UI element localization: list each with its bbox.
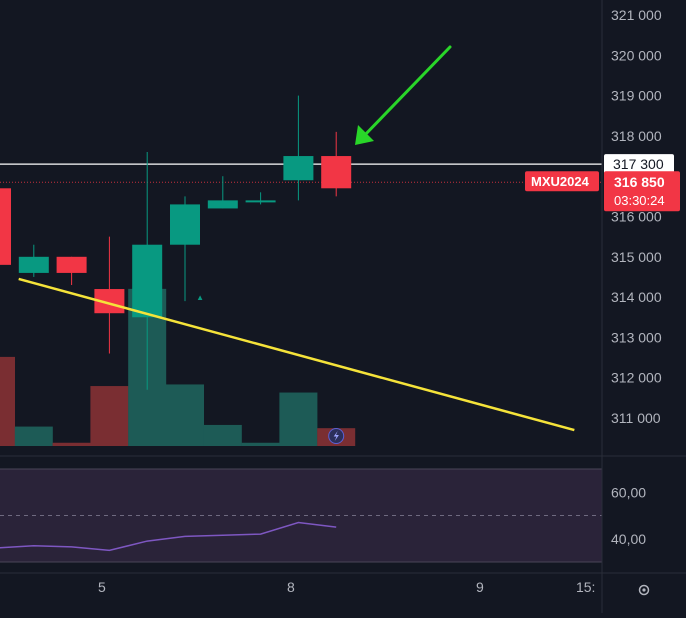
symbol-tag[interactable]	[525, 171, 599, 192]
main-plot-area[interactable]	[0, 0, 602, 446]
candle-body[interactable]	[132, 244, 163, 318]
main-pane[interactable]: ▲	[0, 0, 602, 446]
volume-bar	[0, 356, 15, 446]
price-tick: 311 000	[611, 410, 661, 426]
candle-body[interactable]	[0, 188, 11, 265]
price-tick: 315 000	[611, 249, 662, 265]
candle-body[interactable]	[283, 156, 314, 181]
candle-body[interactable]	[56, 256, 87, 273]
arrow-line[interactable]	[359, 45, 452, 141]
symbol-tag-text: MXU2024	[531, 174, 590, 189]
candle-body[interactable]	[18, 256, 49, 273]
price-tick: 319 000	[611, 88, 662, 104]
volume-bar	[14, 426, 53, 446]
trend-line[interactable]	[18, 277, 575, 432]
volume-bar	[52, 442, 91, 446]
time-tick: 9	[476, 579, 484, 595]
price-labels: 317 300 316 850 03:30:24 MXU2024	[525, 154, 680, 212]
time-tick: 5	[98, 579, 106, 595]
candle-body[interactable]	[207, 200, 238, 209]
lightning-glyph	[333, 431, 339, 441]
candle-body[interactable]	[245, 200, 276, 203]
volume-bar	[241, 442, 280, 446]
last-price-label[interactable]	[604, 171, 680, 212]
price-tick: 313 000	[611, 329, 662, 345]
price-tick: 318 000	[611, 128, 662, 144]
volume-bar	[279, 392, 318, 446]
countdown-text: 03:30:24	[614, 193, 665, 208]
rsi-pane[interactable]	[0, 468, 602, 563]
arrow-head	[355, 125, 374, 145]
price-tick: 320 000	[611, 47, 662, 63]
candle-body[interactable]	[170, 204, 200, 245]
hline-price-label[interactable]	[604, 154, 674, 175]
price-tick: 316 000	[611, 209, 662, 225]
settings-gear-center	[642, 588, 646, 592]
volume-bar	[166, 384, 204, 446]
price-tick: 321 000	[611, 7, 662, 23]
volume-bar	[203, 424, 242, 446]
rsi-tick: 40,00	[611, 531, 646, 547]
rsi-tick: 60,00	[611, 484, 646, 500]
settings-gear-icon[interactable]	[638, 584, 650, 596]
hline-price-text: 317 300	[613, 156, 664, 172]
volume-bar	[90, 386, 129, 446]
rsi-band	[0, 469, 602, 562]
time-tick: 8	[287, 579, 295, 595]
candle-body[interactable]	[321, 156, 352, 189]
price-tick: 312 000	[611, 370, 662, 386]
time-tick: 15:	[576, 579, 595, 595]
price-tick: 314 000	[611, 289, 662, 305]
signal-marker: ▲	[196, 293, 204, 302]
rsi-line[interactable]	[0, 521, 337, 552]
last-price-text: 316 850	[614, 174, 665, 190]
